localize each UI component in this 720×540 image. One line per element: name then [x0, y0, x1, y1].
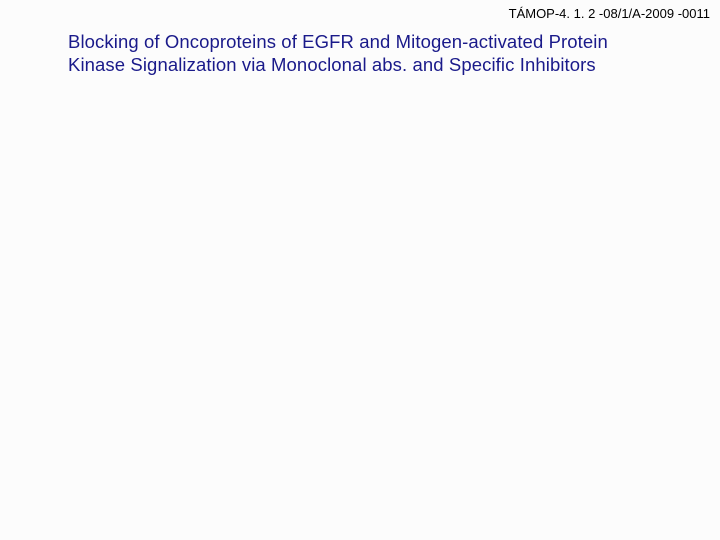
project-code: TÁMOP-4. 1. 2 -08/1/A-2009 -0011 — [509, 6, 710, 21]
page-title: Blocking of Oncoproteins of EGFR and Mit… — [68, 30, 660, 76]
